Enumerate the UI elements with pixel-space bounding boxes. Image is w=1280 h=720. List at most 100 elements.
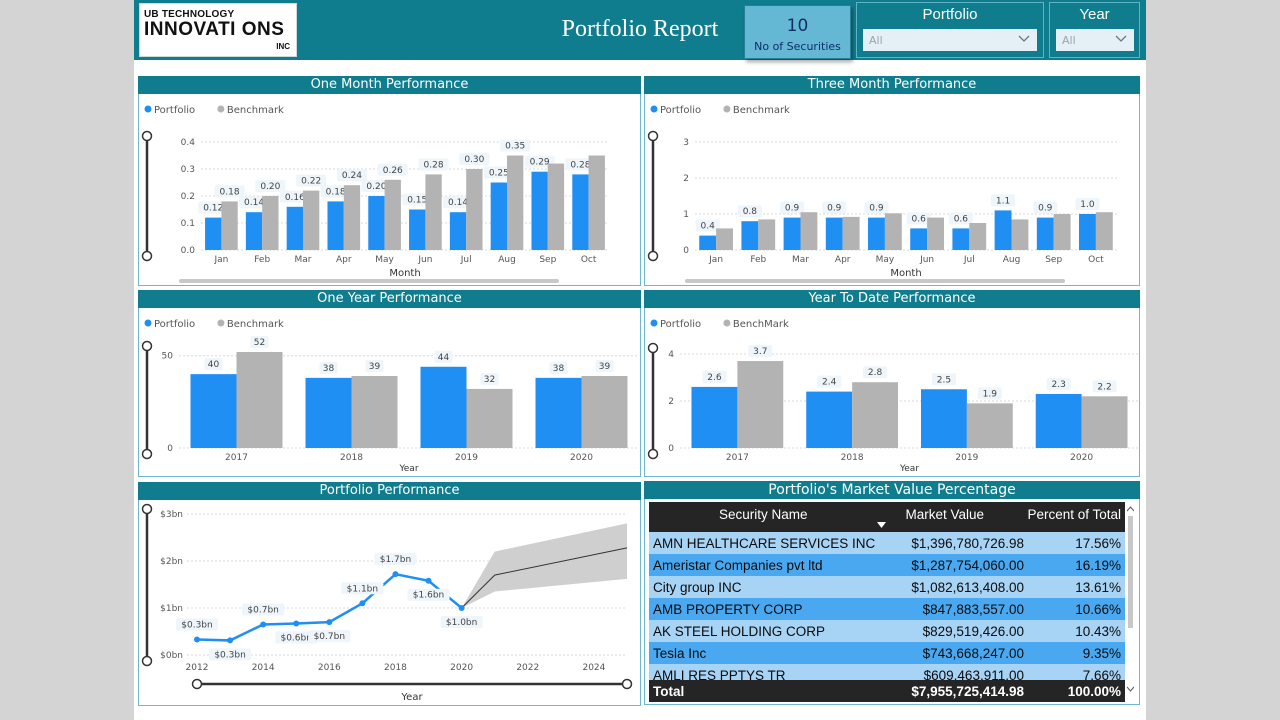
y-tick-label: 1 — [683, 210, 689, 220]
scroll-up-icon[interactable] — [1127, 506, 1134, 512]
data-label: $1.0bn — [446, 618, 477, 628]
zoom-slider-handle-bottom — [141, 448, 153, 460]
portfolio-performance-title: Portfolio Performance — [138, 482, 641, 500]
zoom-slider-handle-top — [141, 340, 153, 352]
data-label: 0.26 — [383, 166, 403, 176]
bar-benchmark — [384, 179, 401, 250]
cell-market-value: $1,082,613,408.00 — [911, 580, 1024, 595]
data-label: 1.9 — [983, 389, 998, 399]
bar-portfolio — [409, 209, 426, 250]
data-label: 0.25 — [489, 169, 509, 179]
legend-marker — [217, 105, 225, 113]
table-row[interactable]: Ameristar Companies pvt ltd $1,287,754,06… — [649, 554, 1125, 576]
portfolio-performance-panel: Portfolio Performance $0bn $1bn $2bn $3bn 20… — [138, 482, 641, 706]
logo-line2: INNOVATI ONS — [144, 19, 285, 40]
bar-portfolio — [490, 182, 507, 250]
securities-count-caption: No of Securities — [754, 40, 841, 53]
x-tick-label: Feb — [750, 255, 766, 265]
x-tick-label: Apr — [336, 255, 352, 265]
bar-benchmark — [581, 376, 628, 448]
table-row[interactable]: City group INC $1,082,613,408.00 13.61% — [649, 576, 1125, 598]
data-label: 0.28 — [424, 160, 444, 170]
year-slicer: Year All — [1049, 2, 1140, 58]
bar-portfolio — [994, 210, 1012, 250]
legend-marker — [144, 319, 152, 327]
legend-marker — [217, 319, 225, 327]
x-tick-label: Sep — [539, 255, 556, 265]
table-scrollbar[interactable] — [1127, 506, 1134, 696]
line-point — [227, 637, 234, 644]
zoom-slider-handle-bottom — [141, 655, 153, 667]
cell-security-name: AMN HEALTHCARE SERVICES INC — [653, 536, 876, 551]
data-label-bg — [250, 336, 269, 348]
data-label: 2.4 — [822, 378, 837, 388]
line-point — [425, 577, 432, 584]
data-label: $1.7bn — [380, 555, 411, 565]
table-row[interactable]: AMB PROPERTY CORP $847,883,557.00 10.66% — [649, 598, 1125, 620]
total-label: Total — [653, 684, 685, 699]
x-tick-label: Sep — [1045, 255, 1062, 265]
logo-line1: UB TECHNOLOGY — [144, 9, 235, 20]
col-header-market-value[interactable]: Market Value — [905, 507, 984, 522]
data-label: 0.9 — [1038, 204, 1053, 214]
data-label-bg — [822, 201, 847, 214]
cell-percent: 13.61% — [1075, 580, 1121, 595]
portfolio-dropdown[interactable]: All — [863, 29, 1037, 51]
data-label-bg — [595, 360, 614, 372]
table-row[interactable]: Tesla Inc $743,668,247.00 9.35% — [649, 642, 1125, 664]
bar-benchmark — [221, 201, 238, 250]
data-label: 2.6 — [707, 373, 722, 383]
x-tick-label: 2020 — [570, 453, 593, 463]
portfolio-slicer: Portfolio All — [856, 2, 1044, 58]
x-tick-label: 2017 — [726, 453, 749, 463]
x-tick-label: May — [876, 255, 895, 265]
y-tick-label: 0 — [167, 444, 173, 454]
one-month-chart: Portfolio Benchmark 0.0 0.1 0.2 0.3 0.4 0.12 0.1… — [141, 105, 609, 283]
x-tick-label: 2024 — [582, 663, 605, 673]
x-tick-label: 2019 — [455, 453, 478, 463]
y-tick-label: 0 — [683, 246, 689, 256]
data-label: $0.7bn — [314, 632, 345, 642]
forecast-line — [461, 547, 628, 609]
scroll-down-icon[interactable] — [1127, 686, 1134, 692]
bar-benchmark — [800, 212, 818, 250]
col-header-percent[interactable]: Percent of Total — [1027, 507, 1121, 522]
data-label-bg — [443, 196, 474, 209]
table-row[interactable]: AK STEEL HOLDING CORP $829,519,426.00 10.4… — [649, 620, 1125, 642]
y-tick-label: 2 — [668, 397, 674, 407]
x-tick-label: Apr — [835, 255, 851, 265]
scroll-thumb[interactable] — [1128, 516, 1133, 628]
year-dropdown[interactable]: All — [1056, 29, 1134, 51]
data-label: 0.15 — [407, 196, 427, 206]
data-label: 0.22 — [301, 177, 321, 187]
data-label: 40 — [208, 360, 220, 370]
col-header-security[interactable]: Security Name — [719, 507, 808, 522]
data-label: 0.12 — [203, 204, 223, 214]
cell-security-name: AMLI RES PPTYS TR — [653, 668, 786, 683]
data-label-bg — [948, 212, 973, 225]
legend-label: Benchmark — [733, 105, 790, 116]
data-label-bg — [1046, 377, 1071, 390]
data-label-bg — [737, 205, 762, 218]
x-tick-label: Feb — [254, 255, 270, 265]
data-label: 1.0 — [1080, 200, 1095, 210]
data-label: 0.20 — [366, 182, 386, 192]
bar-benchmark — [927, 217, 944, 250]
data-label-bg — [500, 139, 531, 152]
legend-label: Benchmark — [227, 105, 284, 116]
cell-security-name: AMB PROPERTY CORP — [653, 602, 803, 617]
data-label: 0.8 — [743, 207, 758, 217]
report-header: UB TECHNOLOGY INNOVATI ONS INC Portfolio… — [134, 0, 1146, 60]
bar-portfolio — [691, 386, 738, 448]
x-tick-label: Oct — [1088, 255, 1104, 265]
data-label: 0.24 — [342, 171, 362, 181]
data-label-bg — [239, 196, 270, 209]
bar-benchmark — [969, 223, 987, 250]
table-row[interactable]: AMN HEALTHCARE SERVICES INC $1,396,780,72… — [649, 532, 1125, 554]
cell-market-value: $847,883,557.00 — [922, 602, 1024, 617]
data-label-bg — [407, 588, 450, 601]
bar-benchmark — [351, 376, 398, 448]
market-value-title: Portfolio's Market Value Percentage — [644, 481, 1140, 499]
data-label-bg — [214, 185, 245, 198]
line-point — [194, 636, 200, 643]
